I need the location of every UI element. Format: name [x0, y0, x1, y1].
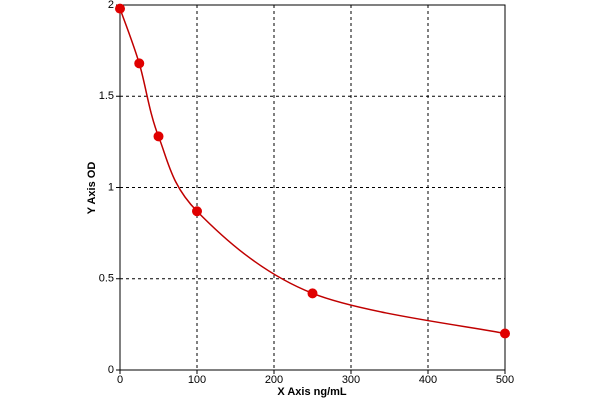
x-tick-label: 400	[419, 374, 437, 386]
plot-frame	[119, 4, 506, 371]
x-tick-label: 100	[188, 374, 206, 386]
x-tick-label: 300	[342, 374, 360, 386]
data-point	[115, 3, 125, 14]
x-tick-label: 200	[265, 374, 283, 386]
data-point	[153, 131, 164, 142]
y-tick-label: 2	[108, 0, 114, 11]
y-tick-label: 1	[108, 181, 114, 193]
data-point	[192, 206, 202, 217]
y-tick-label: 0.5	[99, 273, 114, 285]
fit-curve	[119, 8, 506, 335]
y-tick-label: 1.5	[99, 90, 114, 102]
data-point	[500, 328, 510, 339]
x-tick-label: 0	[117, 374, 123, 386]
y-axis-title: Y Axis OD	[86, 162, 98, 215]
x-tick-label: 500	[496, 374, 514, 386]
data-point	[134, 58, 145, 69]
x-axis-title: X Axis ng/mL	[277, 386, 347, 398]
y-tick-label: 0	[108, 364, 114, 376]
data-point	[307, 288, 318, 299]
